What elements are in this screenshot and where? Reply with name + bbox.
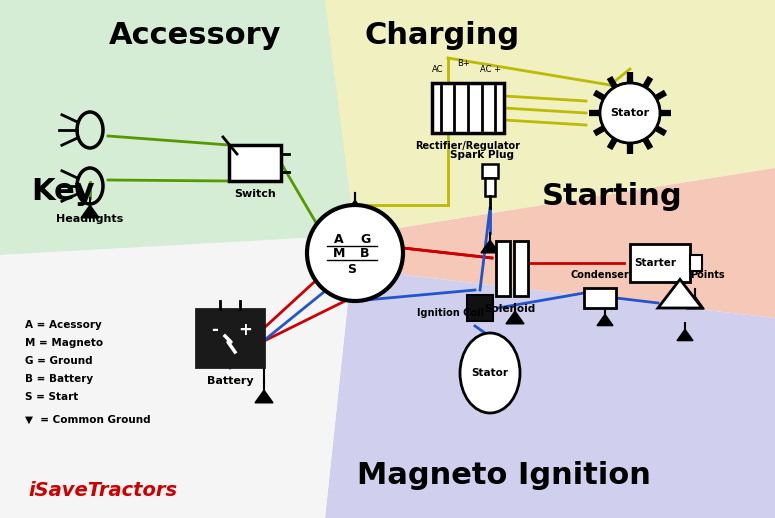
FancyBboxPatch shape (432, 83, 504, 133)
Text: AC: AC (432, 65, 444, 74)
Polygon shape (355, 168, 775, 318)
Text: Starter: Starter (634, 258, 676, 268)
Polygon shape (325, 0, 775, 235)
Text: ▼  = Common Ground: ▼ = Common Ground (25, 415, 150, 425)
Polygon shape (0, 248, 330, 518)
FancyBboxPatch shape (630, 244, 690, 282)
Polygon shape (0, 235, 355, 518)
Text: A = Acessory: A = Acessory (25, 320, 102, 330)
Text: M = Magneto: M = Magneto (25, 338, 103, 348)
Text: B+: B+ (456, 59, 470, 68)
FancyBboxPatch shape (485, 178, 495, 196)
Text: Condenser: Condenser (570, 270, 629, 280)
FancyBboxPatch shape (496, 240, 510, 295)
Text: Charging: Charging (364, 21, 519, 50)
Polygon shape (658, 279, 702, 308)
Text: Battery: Battery (207, 376, 253, 386)
Text: Solenoid: Solenoid (484, 304, 536, 314)
Circle shape (307, 205, 403, 301)
Polygon shape (481, 240, 499, 253)
Polygon shape (346, 200, 364, 213)
Polygon shape (81, 205, 99, 218)
FancyBboxPatch shape (196, 309, 264, 367)
FancyBboxPatch shape (229, 145, 281, 181)
Polygon shape (506, 311, 524, 324)
Text: B: B (360, 247, 370, 260)
Text: G: G (360, 233, 370, 246)
Text: B = Battery: B = Battery (25, 374, 93, 384)
Text: Stator: Stator (611, 108, 649, 118)
Text: Points: Points (690, 270, 725, 280)
Text: Magneto Ignition: Magneto Ignition (356, 461, 651, 490)
Text: +: + (238, 321, 252, 339)
Text: Stator: Stator (471, 368, 508, 378)
FancyBboxPatch shape (584, 288, 616, 308)
Polygon shape (597, 314, 613, 326)
Text: -: - (212, 321, 219, 339)
Polygon shape (677, 329, 693, 341)
Circle shape (600, 83, 660, 143)
FancyBboxPatch shape (514, 240, 528, 295)
Polygon shape (0, 0, 355, 248)
Text: Rectifier/Regulator: Rectifier/Regulator (415, 141, 521, 151)
Text: Switch: Switch (234, 189, 276, 199)
FancyBboxPatch shape (690, 255, 702, 271)
Text: Spark Plug: Spark Plug (450, 150, 514, 160)
Text: iSaveTractors: iSaveTractors (28, 481, 177, 500)
Text: S: S (347, 263, 356, 276)
Polygon shape (686, 296, 704, 309)
Text: Starting: Starting (542, 182, 682, 211)
Text: A: A (334, 233, 344, 246)
Polygon shape (0, 0, 355, 255)
Text: Headlights: Headlights (57, 214, 124, 224)
Polygon shape (315, 0, 775, 233)
Text: M: M (332, 247, 345, 260)
Ellipse shape (460, 333, 520, 413)
Circle shape (600, 83, 660, 143)
Polygon shape (325, 235, 775, 518)
FancyBboxPatch shape (482, 164, 498, 178)
Text: S = Start: S = Start (25, 392, 78, 402)
FancyBboxPatch shape (467, 295, 493, 321)
Text: Ignition Coil: Ignition Coil (416, 308, 484, 318)
Text: Accessory: Accessory (109, 21, 281, 50)
Text: AC +: AC + (480, 65, 501, 74)
Polygon shape (255, 390, 273, 403)
Text: Key: Key (31, 177, 95, 206)
Text: G = Ground: G = Ground (25, 356, 93, 366)
